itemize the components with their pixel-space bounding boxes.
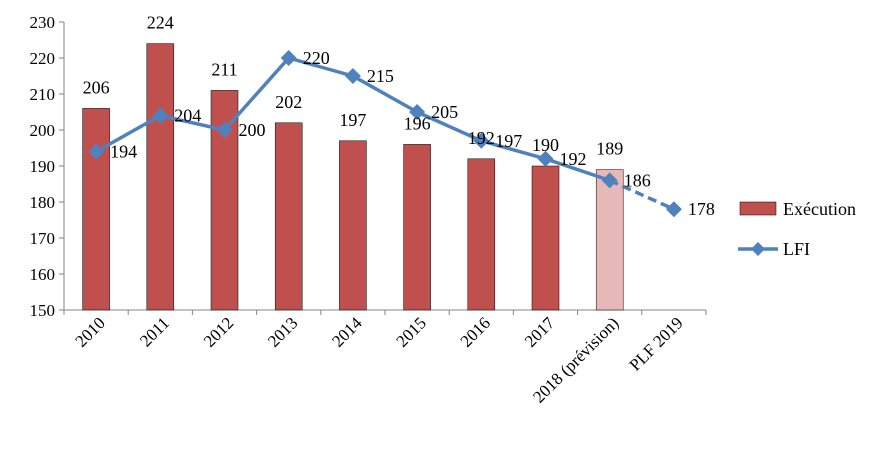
legend-label-lfi: LFI <box>783 239 810 259</box>
x-tick-label: PLF 2019 <box>626 313 687 374</box>
x-tick-label: 2017 <box>521 313 559 351</box>
y-tick-label: 170 <box>30 229 56 248</box>
bar <box>146 43 175 311</box>
lfi-data-label: 200 <box>239 120 266 140</box>
bar <box>595 169 624 311</box>
y-tick-label: 180 <box>30 193 56 212</box>
x-tick-label: 2011 <box>136 313 173 350</box>
bar-data-label: 211 <box>211 59 237 79</box>
lfi-point <box>601 172 618 189</box>
y-tick-label: 190 <box>30 157 56 176</box>
y-tick-label: 160 <box>30 265 56 284</box>
lfi-data-label: 220 <box>303 48 330 68</box>
lfi-data-label: 192 <box>560 149 587 169</box>
legend-swatch-execution <box>739 201 777 216</box>
lfi-data-label: 194 <box>110 142 137 162</box>
legend: Exécution LFI <box>738 199 856 259</box>
lfi-point <box>537 150 554 167</box>
bar <box>339 140 367 311</box>
x-tick-label: 2012 <box>200 313 237 350</box>
lfi-point <box>88 143 105 160</box>
bar <box>274 122 303 311</box>
lfi-point <box>152 107 169 124</box>
x-tick-label: 2010 <box>71 313 108 350</box>
lfi-data-label: 186 <box>624 170 651 190</box>
lfi-data-label: 197 <box>495 131 522 151</box>
lfi-data-label: 215 <box>367 66 394 86</box>
x-tick-label: 2013 <box>264 313 301 350</box>
y-tick-label: 200 <box>30 121 56 140</box>
lfi-point <box>344 68 361 84</box>
bar-data-label: 197 <box>339 110 366 130</box>
lfi-point <box>216 122 233 138</box>
y-tick-label: 210 <box>30 85 56 104</box>
x-tick-label: 2015 <box>392 313 429 350</box>
bar <box>467 158 496 311</box>
lfi-data-label: 178 <box>688 199 715 219</box>
lfi-point <box>665 201 682 218</box>
x-tick-label: 2016 <box>457 313 494 350</box>
y-tick-label: 150 <box>30 301 56 320</box>
bar-data-label: 192 <box>468 128 495 148</box>
bar-data-label: 206 <box>83 77 110 97</box>
lfi-data-label: 205 <box>431 102 458 122</box>
lfi-data-label: 204 <box>174 106 201 126</box>
legend-label-execution: Exécution <box>783 199 856 219</box>
bar-data-label: 190 <box>532 135 559 155</box>
legend-marker-lfi <box>751 242 765 256</box>
plot-area: 150 160 170 180 190 200 210 220 230 206 224 211 202 1… <box>30 13 715 407</box>
bar <box>403 144 431 311</box>
bar-data-label: 189 <box>596 139 623 159</box>
bar-data-label: 224 <box>147 13 174 33</box>
lfi-line-forecast <box>608 178 675 211</box>
lfi-point <box>473 132 490 149</box>
bar-data-label: 196 <box>404 113 431 133</box>
y-tick-label: 230 <box>30 13 56 32</box>
lfi-point <box>280 50 297 66</box>
bar <box>531 165 560 311</box>
y-tick-label: 220 <box>30 49 56 68</box>
lfi-point <box>409 104 426 120</box>
x-tick-label: 2014 <box>328 313 366 351</box>
bar <box>82 108 110 311</box>
bar-data-label: 202 <box>275 92 302 112</box>
